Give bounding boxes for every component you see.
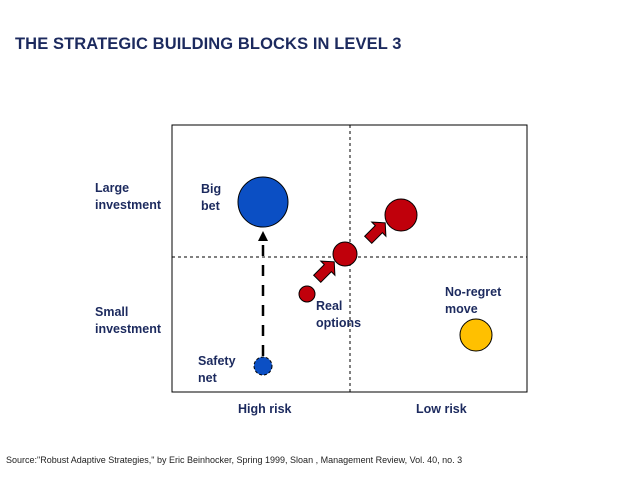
small-investment-label-line1: Small <box>95 305 129 319</box>
safety-to-bigbet-arrowhead <box>258 231 268 241</box>
safety-net-label-line1: Safety <box>198 354 236 368</box>
real-options-arrow-2 <box>363 221 387 245</box>
large-investment-label: Large investment <box>95 180 161 214</box>
real-option-circle-large <box>384 198 418 232</box>
high-risk-label: High risk <box>238 402 292 416</box>
source-citation: Source:"Robust Adaptive Strategies," by … <box>6 455 463 465</box>
low-risk-label: Low risk <box>416 402 467 416</box>
small-investment-label: Small investment <box>95 304 161 338</box>
real-option-circle-small <box>298 285 316 303</box>
no-regret-label-line1: No-regret <box>445 285 502 299</box>
real-options-arrow-1 <box>312 260 336 284</box>
small-investment-label-line2: investment <box>95 322 161 336</box>
big-bet-label-line1: Big <box>201 182 221 196</box>
no-regret-circle <box>459 318 493 352</box>
safety-net-circle <box>253 356 273 376</box>
large-investment-label-line1: Large <box>95 181 130 195</box>
large-investment-label-line2: investment <box>95 198 161 212</box>
big-bet-circle <box>237 176 289 228</box>
safety-net-label-line2: net <box>198 371 218 385</box>
real-option-circle-medium <box>332 241 358 267</box>
real-options-label-line1: Real <box>316 299 342 313</box>
real-options-label-line2: options <box>316 316 361 330</box>
page-title: THE STRATEGIC BUILDING BLOCKS IN LEVEL 3 <box>15 35 402 53</box>
no-regret-label-line2: move <box>445 302 478 316</box>
big-bet-label-line2: bet <box>201 199 221 213</box>
